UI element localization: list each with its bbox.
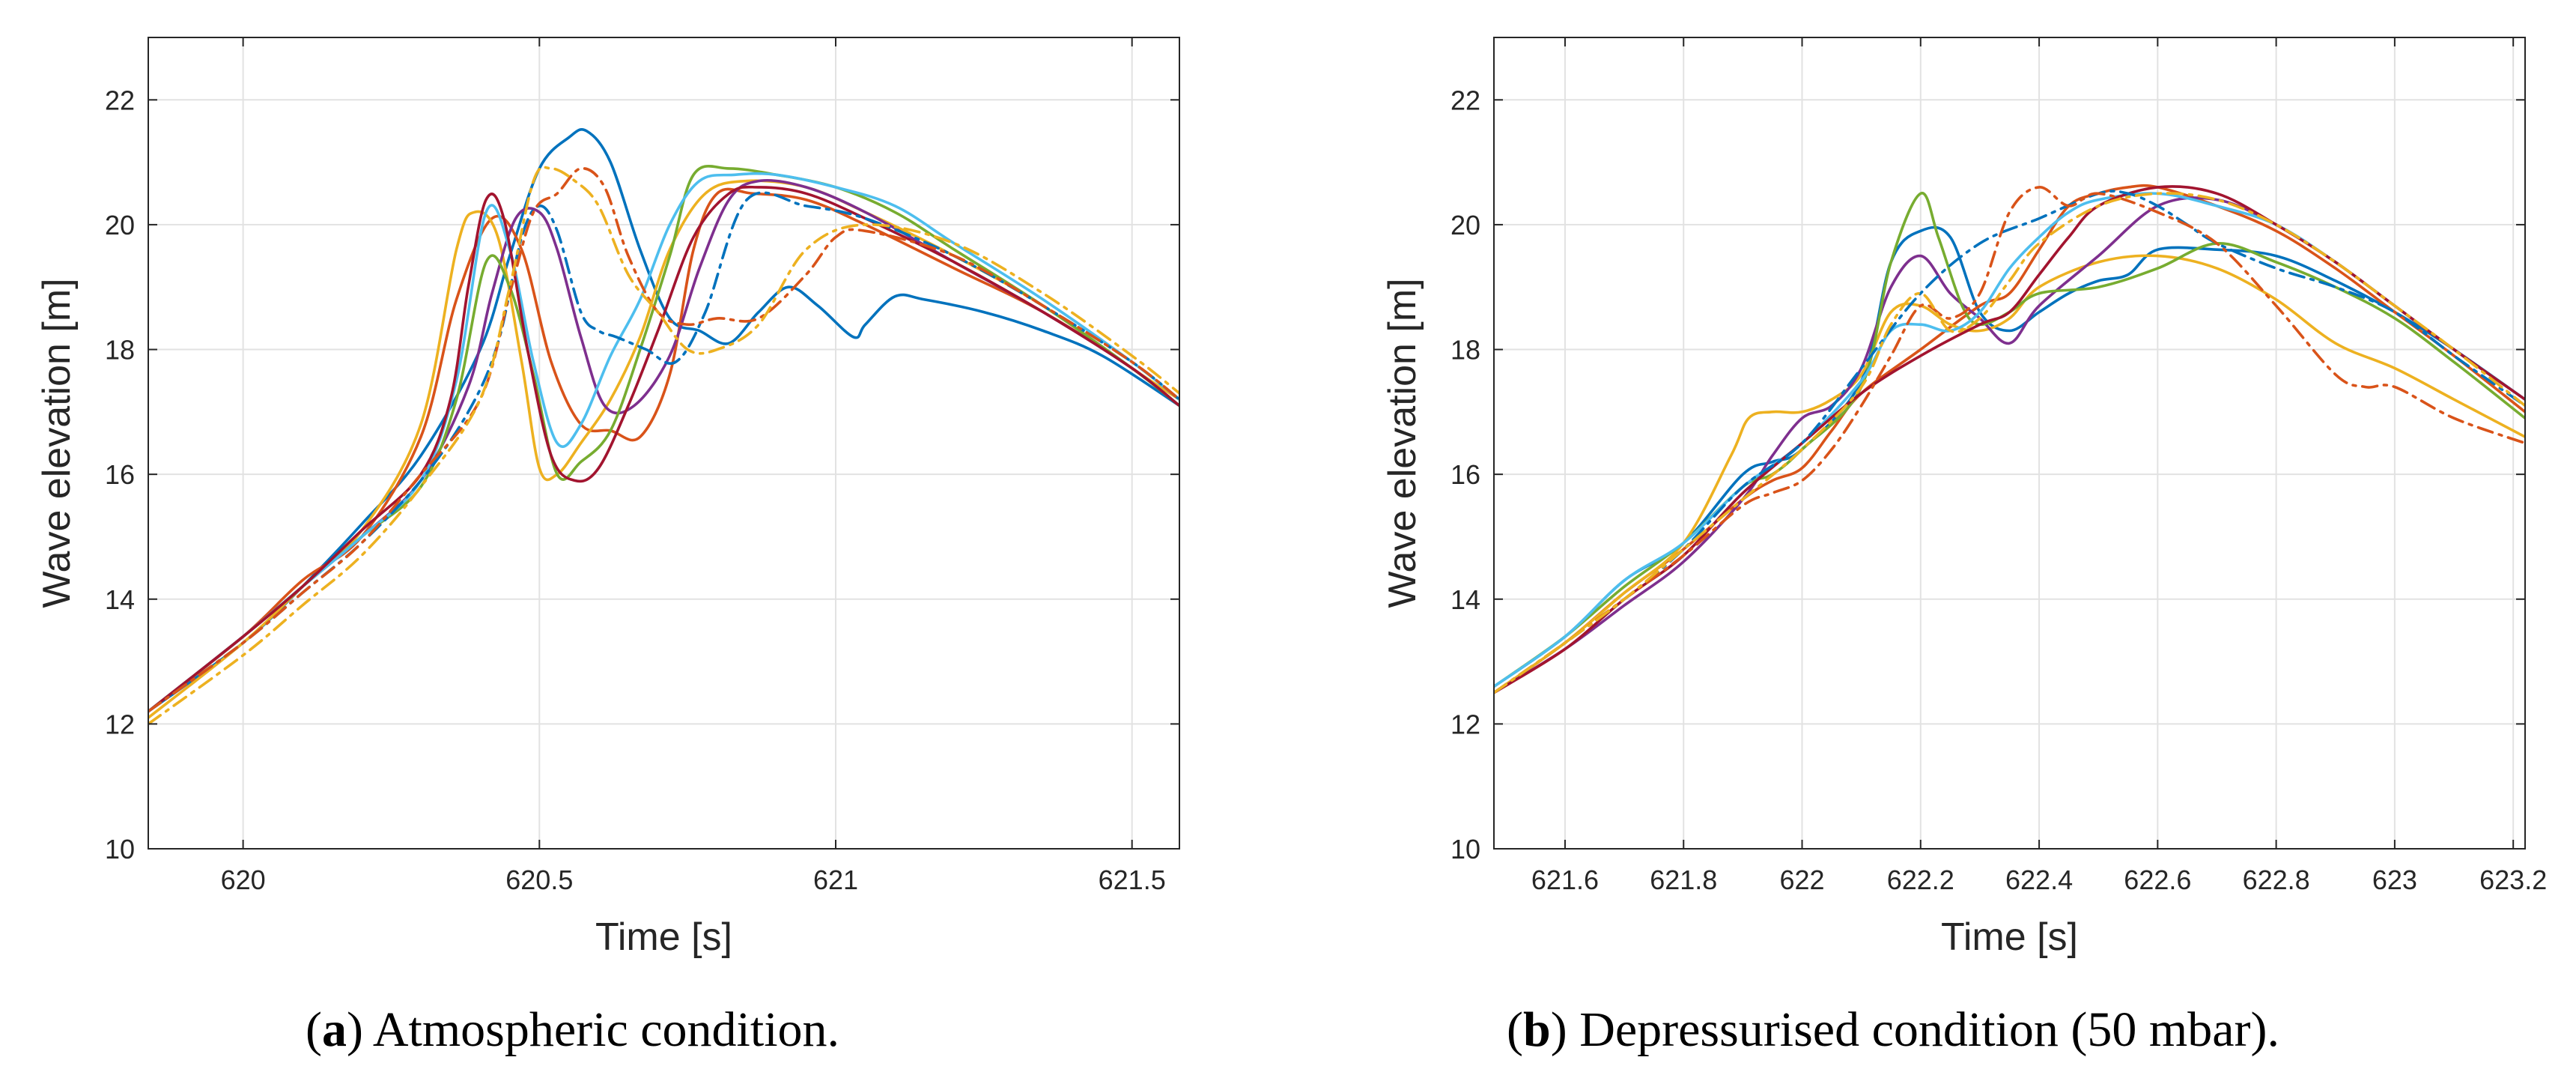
- x-tick-label: 621: [813, 865, 858, 895]
- series-line-run-10: [148, 166, 1179, 726]
- chart-b: 621.6 621.8 622 622.2 622.4 622.6 622.8 623 623.…: [1381, 37, 2547, 959]
- x-axis-label: Time [s]: [1941, 915, 2078, 959]
- caption-b-text: Depressurised condition (50 mbar).: [1567, 1002, 2279, 1057]
- y-tick-label: 18: [1450, 335, 1480, 366]
- series-line-run-10: [1494, 192, 2525, 694]
- series-line-run-8: [1494, 190, 2525, 694]
- y-tick-label: 16: [1450, 459, 1480, 490]
- x-tick-label: 622.6: [2124, 865, 2191, 895]
- x-tick-label: 621.8: [1650, 865, 1717, 895]
- chart-a: 620 620.5 621 621.5 10 12 14 16 18 20 22 Time [s] Wa…: [35, 37, 1180, 959]
- y-tick-label: 12: [1450, 709, 1480, 739]
- caption-a-text: Atmospheric condition.: [362, 1002, 840, 1057]
- y-tick-label: 14: [1450, 584, 1480, 615]
- series-line-run-9: [148, 167, 1179, 713]
- y-tick-label: 16: [105, 459, 135, 490]
- x-tick-label: 620: [221, 865, 266, 895]
- x-axis-label: Time [s]: [595, 915, 732, 959]
- x-tick-label: 623: [2372, 865, 2417, 895]
- x-tick-label: 621.5: [1099, 865, 1166, 895]
- y-tick-label: 12: [105, 709, 135, 739]
- axes-box: [1493, 37, 2526, 850]
- y-tick-label: 20: [105, 210, 135, 240]
- plot-area: [148, 37, 1179, 849]
- series-line-run-3: [148, 179, 1179, 719]
- series-group: [148, 127, 1179, 726]
- series-group: [1494, 184, 2525, 694]
- series-line-run-5: [148, 164, 1179, 713]
- series-line-run-7: [148, 185, 1179, 713]
- plot-area: [1494, 37, 2525, 849]
- y-tick-label: 10: [105, 834, 135, 865]
- caption-a-letter: a: [321, 1002, 347, 1057]
- charts-canvas: 620 620.5 621 621.5 10 12 14 16 18 20 22 Time [s] Wa…: [35, 37, 2547, 959]
- y-tick-label: 10: [1450, 834, 1480, 865]
- y-tick-label: 18: [105, 335, 135, 366]
- x-tick-label: 620.5: [505, 865, 573, 895]
- x-tick-label: 622: [1779, 865, 1824, 895]
- x-tick-label: 622.4: [2005, 865, 2073, 895]
- caption-b: (b) Depressurised condition (50 mbar).: [1507, 1002, 2279, 1057]
- x-tick-label: 623.2: [2479, 865, 2547, 895]
- y-tick-label: 22: [1450, 85, 1480, 115]
- y-tick-label: 22: [105, 85, 135, 115]
- x-tick-label: 621.6: [1531, 865, 1599, 895]
- x-tick-label: 622.8: [2243, 865, 2310, 895]
- series-line-run-1: [1494, 225, 2525, 688]
- caption-b-letter: b: [1522, 1002, 1551, 1057]
- y-axis-label: Wave elevation [m]: [35, 278, 79, 608]
- series-line-run-6: [148, 172, 1179, 713]
- y-tick-label: 20: [1450, 210, 1480, 240]
- axes-box: [148, 37, 1180, 850]
- y-tick-label: 14: [105, 584, 135, 615]
- y-axis-label: Wave elevation [m]: [1381, 278, 1424, 608]
- x-tick-label: 622.2: [1887, 865, 1954, 895]
- caption-a: (a) Atmospheric condition.: [306, 1002, 840, 1057]
- series-line-run-9: [1494, 186, 2525, 694]
